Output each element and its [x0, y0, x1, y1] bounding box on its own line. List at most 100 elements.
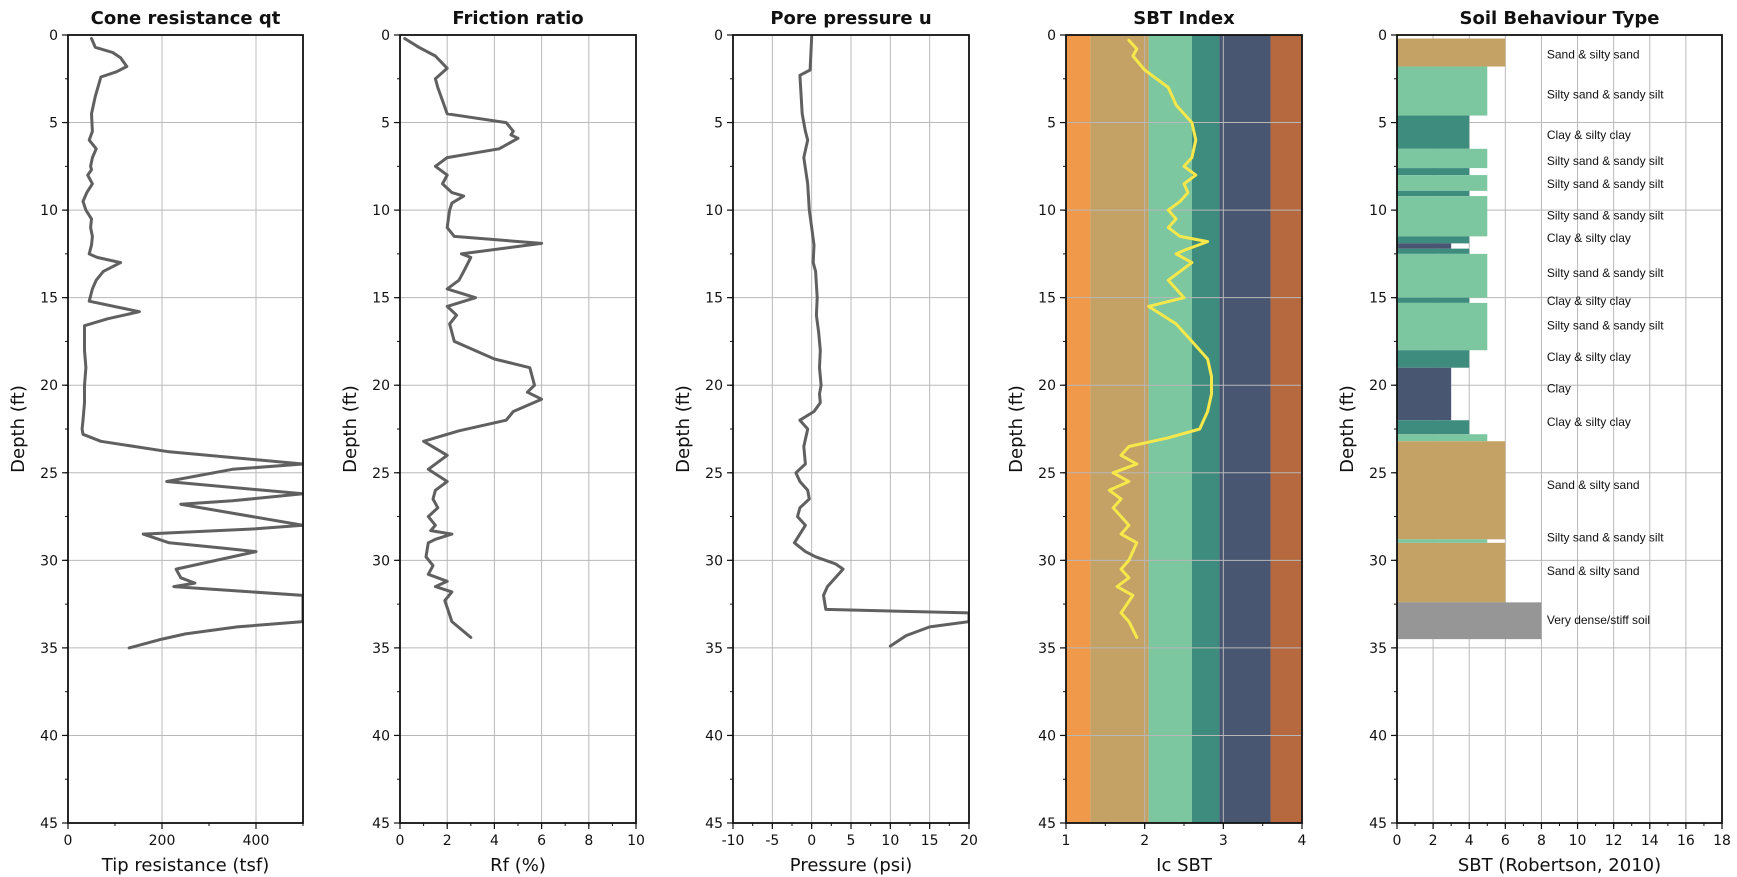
x-tick-label: 10 [627, 833, 645, 849]
x-tick-label: 8 [1537, 833, 1546, 849]
y-tick-label: 0 [1047, 28, 1056, 44]
sbt-zone-3 [1148, 35, 1192, 823]
soil-type-label: Clay & silty clay [1547, 231, 1631, 245]
x-tick-label: 200 [149, 833, 176, 849]
soil-type-label: Silty sand & sandy silt [1547, 208, 1664, 222]
soil-layer-bar [1397, 236, 1470, 244]
chart-panel-3: -10 -5 0 5 10 15 20 0 5 10 15 20 25 30 35 40 45 Pore pres… [673, 8, 978, 876]
plot-frame [67, 34, 304, 824]
soil-type-label: Clay [1547, 382, 1571, 396]
y-tick-label: 40 [1369, 728, 1387, 744]
soil-layer-bar [1397, 253, 1488, 298]
chart-panel-5: Sand & silty sand Silty sand & sandy silt… [1337, 8, 1731, 876]
soil-type-label: Sand & silty sand [1547, 47, 1640, 61]
y-tick-label: 15 [40, 291, 58, 307]
y-tick-label: 20 [705, 378, 723, 394]
x-tick-label: 12 [1605, 833, 1623, 849]
x-axis-label: Rf (%) [490, 855, 546, 876]
x-tick-label: 3 [1219, 833, 1228, 849]
soil-layer-bar [1397, 115, 1470, 149]
y-axis-label: Depth (ft) [340, 385, 361, 473]
y-tick-label: 10 [40, 203, 58, 219]
x-tick-label: 15 [921, 833, 939, 849]
y-axis-label: Depth (ft) [1337, 385, 1358, 473]
y-tick-label: 25 [1038, 466, 1056, 482]
x-tick-label: 0 [64, 833, 73, 849]
sbt-zone-1 [1066, 35, 1091, 823]
series-line [792, 35, 969, 648]
x-tick-label: 4 [1298, 833, 1307, 849]
soil-type-label: Very dense/stiff soil [1547, 613, 1650, 627]
x-tick-label: 0 [1393, 833, 1402, 849]
y-tick-label: 0 [381, 28, 390, 44]
soil-layer-bar [1397, 168, 1470, 176]
x-tick-label: 2 [443, 833, 452, 849]
soil-type-label: Silty sand & sandy silt [1547, 154, 1664, 168]
x-tick-label: 4 [490, 833, 499, 849]
soil-type-label: Silty sand & sandy silt [1547, 177, 1664, 191]
x-tick-label: 2 [1429, 833, 1438, 849]
y-tick-label: 35 [40, 641, 58, 657]
soil-type-label: Silty sand & sandy silt [1547, 266, 1664, 280]
soil-layer-bar [1397, 297, 1470, 303]
y-tick-label: 15 [1038, 291, 1056, 307]
soil-type-label: Clay & silty clay [1547, 350, 1631, 364]
soil-layer-bar [1397, 243, 1452, 249]
chart-title: Soil Behaviour Type [1459, 8, 1659, 29]
x-tick-label: 5 [847, 833, 856, 849]
x-tick-label: 4 [1465, 833, 1474, 849]
chart-title: Friction ratio [452, 8, 583, 29]
y-tick-label: 35 [1038, 641, 1056, 657]
y-tick-label: 45 [1038, 816, 1056, 832]
x-axis-label: Pressure (psi) [790, 855, 912, 876]
y-tick-label: 0 [714, 28, 723, 44]
soil-type-label: Clay & silty clay [1547, 128, 1631, 142]
chart-panel-1: 0 200 400 0 5 10 15 20 25 30 35 40 45 Cone resistance… [8, 8, 304, 876]
y-tick-label: 40 [372, 728, 390, 744]
y-tick-label: 10 [705, 203, 723, 219]
y-tick-label: 30 [1038, 553, 1056, 569]
soil-layer-bar [1397, 420, 1470, 435]
x-tick-label: 1 [1062, 833, 1071, 849]
chart-panel-2: 0 2 4 6 8 10 0 5 10 15 20 25 30 35 40 45 Friction ratio R… [340, 8, 645, 876]
x-tick-label: 6 [1501, 833, 1510, 849]
x-tick-label: 400 [243, 833, 270, 849]
sbt-zone-6 [1270, 35, 1302, 823]
y-tick-label: 35 [1369, 641, 1387, 657]
y-tick-label: 5 [1047, 116, 1056, 132]
y-tick-label: 20 [1369, 378, 1387, 394]
y-tick-label: 20 [372, 378, 390, 394]
soil-type-label: Silty sand & sandy silt [1547, 319, 1664, 333]
y-tick-label: 25 [40, 466, 58, 482]
x-tick-label: 10 [1569, 833, 1587, 849]
y-tick-label: 5 [381, 116, 390, 132]
chart-title: SBT Index [1133, 8, 1235, 29]
y-tick-label: 15 [1369, 291, 1387, 307]
sbt-zone-2 [1090, 35, 1149, 823]
y-tick-label: 25 [705, 466, 723, 482]
y-axis-label: Depth (ft) [1006, 385, 1027, 473]
soil-type-label: Clay & silty clay [1547, 415, 1631, 429]
y-tick-label: 25 [1369, 466, 1387, 482]
soil-type-label: Sand & silty sand [1547, 478, 1640, 492]
y-tick-label: 40 [1038, 728, 1056, 744]
x-axis-label: Ic SBT [1156, 855, 1213, 876]
soil-layer-bar [1397, 441, 1506, 540]
y-tick-label: 45 [372, 816, 390, 832]
soil-layer-bar [1397, 190, 1470, 197]
y-tick-label: 20 [1038, 378, 1056, 394]
y-tick-label: 35 [372, 641, 390, 657]
series-line [80, 37, 303, 650]
soil-type-label: Clay & silty clay [1547, 294, 1631, 308]
y-tick-label: 35 [705, 641, 723, 657]
x-tick-label: 8 [584, 833, 593, 849]
y-tick-label: 5 [49, 116, 58, 132]
x-tick-label: 16 [1677, 833, 1695, 849]
x-tick-label: -10 [722, 833, 745, 849]
soil-layer-bar [1397, 175, 1488, 191]
x-tick-label: 10 [881, 833, 899, 849]
soil-layer-bar [1397, 148, 1488, 169]
y-tick-label: 5 [1378, 116, 1387, 132]
y-tick-label: 20 [40, 378, 58, 394]
